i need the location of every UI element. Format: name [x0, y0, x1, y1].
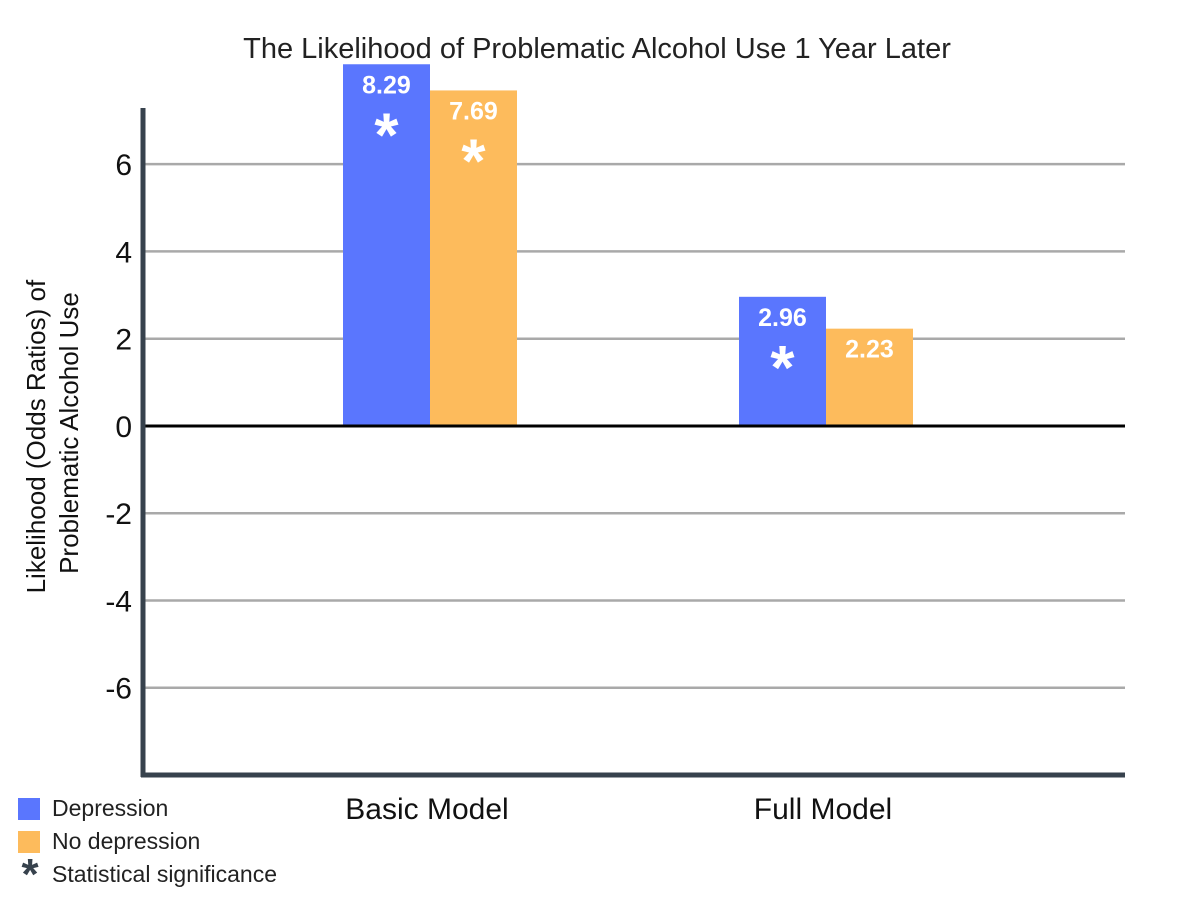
y-tick-label: -2 [105, 498, 132, 531]
legend-swatch-depression [18, 797, 40, 820]
bar [430, 90, 517, 426]
y-tick-label: 4 [115, 236, 132, 269]
y-tick-label: 6 [115, 149, 132, 182]
y-axis-label-line-2: Problematic Alcohol Use [54, 292, 84, 574]
legend-item-no-depression: No depression [18, 825, 277, 858]
data-label: 8.29 [362, 71, 411, 99]
category-label: Full Model [754, 793, 892, 826]
bar [826, 328, 913, 426]
asterisk-icon: * [21, 849, 39, 899]
y-axis-label-line-1: Likelihood (Odds Ratios) of [21, 279, 51, 593]
significance-marker: * [374, 101, 399, 170]
axes [140, 108, 1125, 778]
bars: 8.29*2.96*7.69*2.23 [343, 64, 913, 426]
legend-label-no-depression: No depression [52, 828, 201, 854]
data-label: 7.69 [449, 97, 498, 125]
y-axis-label: Likelihood (Odds Ratios) of Problematic … [21, 273, 84, 594]
legend-item-significance: * Statistical significance [18, 849, 277, 899]
y-tick-labels: 6 4 2 0 -2 -4 -6 [105, 149, 132, 706]
y-tick-label: -6 [105, 673, 132, 706]
bar [739, 296, 826, 426]
y-tick-label: 0 [115, 411, 132, 444]
legend-label-significance: Statistical significance [52, 861, 277, 887]
data-label: 2.96 [758, 304, 807, 332]
significance-marker: * [461, 127, 486, 196]
y-tick-label: -4 [105, 585, 132, 618]
legend: Depression No depression * Statistical s… [18, 792, 277, 899]
category-labels: Basic Model Full Model [345, 793, 892, 826]
legend-item-depression: Depression [18, 792, 277, 825]
legend-label-depression: Depression [52, 795, 169, 821]
legend-swatch-no-depression [18, 830, 40, 853]
chart-title: The Likelihood of Problematic Alcohol Us… [243, 33, 951, 65]
gridlines [143, 162, 1125, 689]
data-label: 2.23 [845, 336, 894, 364]
significance-marker: * [770, 334, 795, 403]
bar [343, 64, 430, 426]
y-tick-label: 2 [115, 324, 132, 357]
category-label: Basic Model [345, 793, 508, 826]
